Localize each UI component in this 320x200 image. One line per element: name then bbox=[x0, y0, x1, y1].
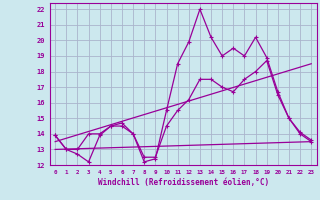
X-axis label: Windchill (Refroidissement éolien,°C): Windchill (Refroidissement éolien,°C) bbox=[98, 178, 269, 187]
